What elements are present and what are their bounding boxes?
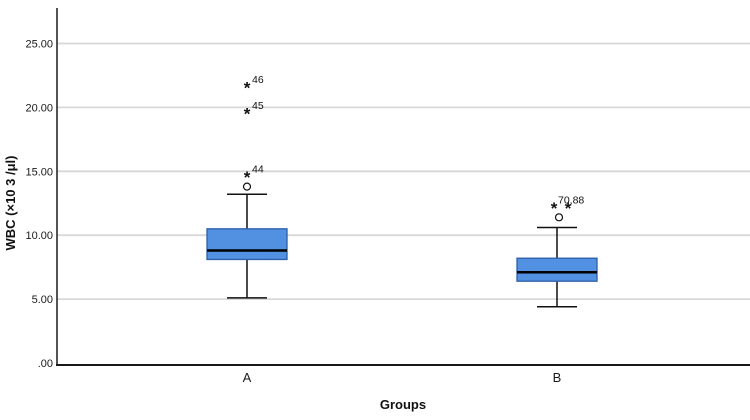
y-tick-label: 15.00 (25, 166, 53, 178)
outlier-case-label: 44 (252, 164, 264, 176)
y-tick-label: 5.00 (32, 294, 53, 306)
y-tick-label: 10.00 (25, 230, 53, 242)
boxes-layer: * 44* 45* 46* *70,88 (206, 74, 598, 308)
x-category-label: A (243, 370, 252, 385)
outlier-circle (242, 182, 252, 191)
outlier-case-label: 45 (252, 100, 264, 112)
y-tick-label: 25.00 (25, 39, 53, 51)
y-axis-title: WBC (×10 3 /μl) (3, 156, 18, 251)
gridlines-layer (57, 42, 750, 301)
boxplot-group-A: * 44* 45* 46 (206, 74, 288, 299)
outlier-case-label: 46 (252, 74, 264, 86)
extreme-outlier-star: * (244, 168, 251, 187)
extreme-outlier-star: * (551, 199, 558, 218)
extreme-outlier-star: * (244, 104, 251, 123)
boxplot-group-B: * *70,88 (516, 194, 598, 308)
x-category-label: B (553, 370, 562, 385)
iqr-box (206, 228, 288, 261)
tick-labels-layer: .00 5.00 10.00 15.00 20.00 25.00 A B (25, 39, 561, 386)
extreme-outlier-star: * (244, 79, 251, 98)
y-tick-label: 20.00 (25, 102, 53, 114)
outlier-case-label: 70,88 (558, 194, 584, 206)
outlier-circle (554, 213, 564, 222)
axes-layer (56, 8, 750, 366)
y-tick-label: .00 (38, 358, 53, 370)
iqr-box (516, 257, 598, 282)
extreme-outlier-star: * (565, 199, 572, 218)
x-axis-title: Groups (380, 397, 426, 412)
